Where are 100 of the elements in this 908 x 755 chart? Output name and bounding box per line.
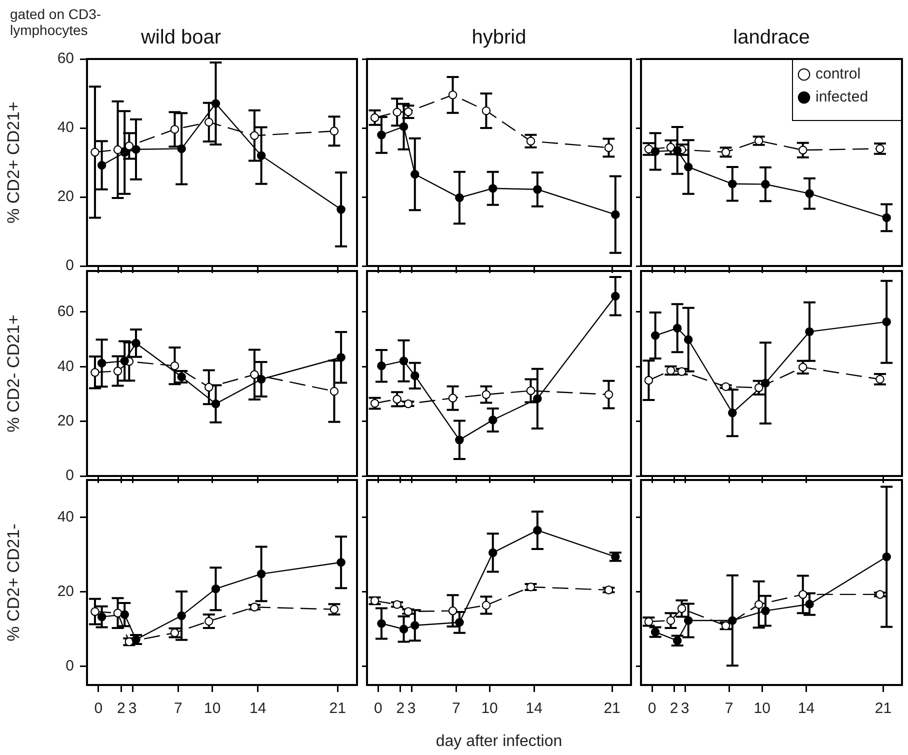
x-tick-label: 3: [680, 700, 690, 718]
x-axis-title: day after infection: [436, 732, 562, 750]
point: [204, 382, 214, 392]
point: [604, 586, 614, 594]
y-tick-label: 20: [57, 412, 74, 430]
chart-title: wild boar: [140, 26, 222, 49]
x-tick-label: 14: [526, 700, 542, 718]
point: [611, 292, 620, 300]
point: [170, 125, 180, 134]
point: [399, 356, 408, 366]
y-tick-label: 40: [57, 119, 74, 136]
y-tick-label: 60: [57, 303, 74, 320]
point: [377, 130, 386, 140]
point: [805, 600, 814, 608]
y-tick-label: 0: [66, 467, 74, 484]
chart-title: hybrid: [472, 26, 526, 49]
point: [410, 371, 420, 380]
x-tick-label: 0: [374, 700, 382, 718]
point: [455, 193, 464, 202]
x-tick-label: 14: [798, 700, 815, 718]
point: [211, 584, 220, 594]
point: [651, 147, 660, 156]
point: [410, 621, 420, 630]
y-axis-title: % CD2- CD21+: [4, 314, 23, 432]
point: [120, 610, 129, 619]
point: [798, 590, 808, 599]
y-axis-title: % CD2+ CD21-: [4, 524, 23, 642]
point: [399, 624, 408, 634]
point: [754, 600, 764, 609]
point: [728, 616, 737, 625]
y-tick-label: 0: [66, 257, 74, 274]
legend-label: infected: [816, 88, 868, 106]
y-tick-label: 40: [57, 508, 74, 526]
point: [170, 362, 180, 370]
point: [526, 582, 536, 592]
y-axis-title: % CD2+ CD21+: [4, 101, 23, 224]
y-tick-label: 60: [57, 50, 74, 68]
point: [533, 394, 542, 403]
point: [132, 145, 140, 154]
x-tick-label: 10: [204, 700, 221, 718]
point: [377, 362, 386, 370]
y-tick-label: 20: [57, 582, 74, 600]
point: [120, 148, 129, 157]
point: [120, 356, 129, 366]
x-tick-label: 10: [754, 700, 770, 718]
x-tick-label: 3: [128, 700, 137, 718]
x-tick-label: 0: [648, 700, 656, 718]
point: [728, 180, 737, 188]
point: [455, 618, 464, 627]
point: [336, 353, 346, 362]
x-tick-label: 2: [670, 700, 678, 718]
point: [882, 318, 891, 326]
x-tick-label: 21: [604, 700, 620, 718]
point: [132, 338, 140, 348]
point: [257, 151, 266, 160]
x-tick-label: 7: [174, 700, 182, 718]
point: [533, 526, 542, 535]
point: [399, 122, 408, 131]
point: [761, 606, 770, 616]
point: [404, 607, 413, 616]
point: [257, 374, 266, 384]
point: [728, 408, 737, 418]
x-tick-label: 2: [117, 700, 126, 718]
point: [684, 162, 693, 172]
point: [761, 378, 770, 388]
point: [113, 145, 122, 154]
point: [876, 590, 884, 599]
point: [805, 327, 814, 336]
point: [526, 386, 536, 396]
point: [404, 400, 413, 408]
chart-title: landrace: [733, 26, 810, 49]
point: [257, 570, 266, 578]
point: [684, 335, 693, 344]
x-tick-label: 14: [250, 700, 266, 718]
point: [336, 558, 346, 567]
legend-label: control: [816, 66, 861, 83]
point: [250, 370, 259, 379]
point: [177, 611, 186, 620]
point: [330, 386, 339, 396]
point: [250, 602, 259, 612]
point: [204, 118, 214, 126]
x-tick-label: 7: [724, 700, 734, 718]
point: [673, 324, 682, 332]
point: [392, 600, 402, 609]
y-tick-label: 20: [57, 188, 74, 206]
point: [533, 185, 542, 194]
point: [604, 390, 614, 399]
point: [882, 213, 891, 222]
point: [761, 180, 770, 189]
point: [124, 142, 134, 150]
point: [330, 126, 339, 136]
x-tick-label: 7: [452, 700, 460, 718]
x-tick-label: 0: [94, 700, 103, 718]
point: [611, 210, 620, 219]
point: [336, 205, 346, 214]
x-tick-label: 21: [329, 700, 346, 718]
y-tick-label: 40: [57, 358, 74, 375]
point: [377, 619, 386, 628]
point: [805, 189, 814, 198]
y-tick-label: 0: [66, 658, 74, 675]
